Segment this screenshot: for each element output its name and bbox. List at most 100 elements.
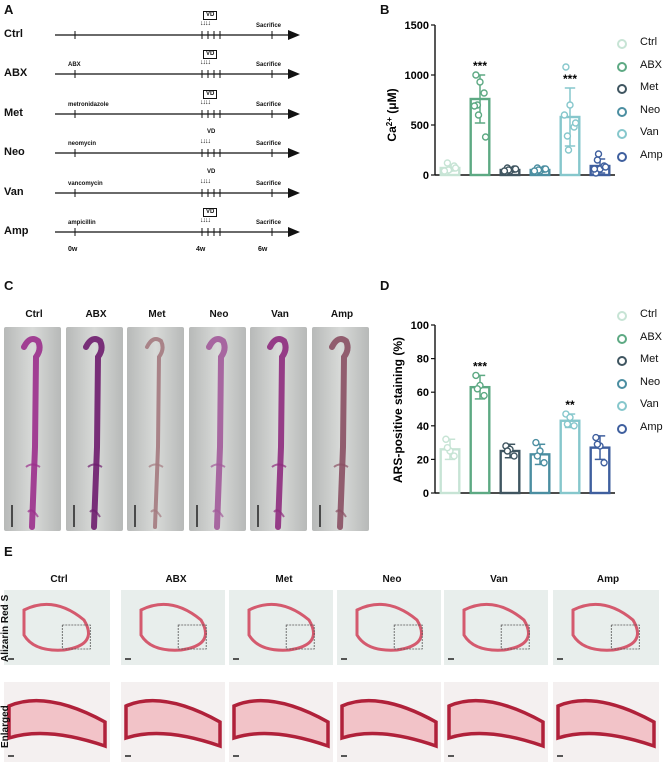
vessel-wall-enlarged [232, 698, 330, 749]
zoom-region [610, 624, 640, 650]
vessel-ring [22, 602, 90, 652]
legend-label: Neo [640, 103, 661, 116]
row-label-alizarin: Alizarin Red S [0, 594, 11, 662]
significance-mark: ** [565, 398, 575, 412]
y-tick-label: 100 [411, 320, 429, 332]
sacrifice-label: Sacrifice [256, 23, 282, 29]
data-point [540, 459, 548, 467]
data-point [566, 101, 574, 109]
data-point [564, 146, 573, 154]
histology-image-lower [337, 682, 441, 762]
aorta-vessel [267, 336, 289, 530]
vd-arrows: ↓↓↓↓ [200, 20, 211, 27]
data-point [470, 102, 479, 110]
vessel-wall-enlarged [340, 698, 438, 749]
vessel-ring [355, 602, 423, 652]
vessel-wall-enlarged [7, 698, 107, 749]
y-tick-label: 500 [411, 120, 429, 132]
vd-arrows: ↓↓↓↓ [200, 217, 211, 224]
y-tick-label: 0 [423, 170, 429, 182]
sacrifice-label: Sacrifice [256, 102, 282, 108]
data-point [560, 111, 569, 119]
histology-column-label: Met [275, 574, 293, 585]
data-point [563, 132, 572, 140]
histology-image-upper [121, 590, 225, 665]
legend-marker [617, 61, 627, 72]
histology-column-label: Ctrl [50, 574, 68, 585]
aorta-photo [312, 327, 369, 531]
vd-label: VD [203, 11, 218, 20]
tissue-section [448, 602, 530, 660]
tissue-section [8, 602, 91, 660]
timeline-arrowhead [288, 227, 300, 237]
photo-label: ABX [85, 309, 107, 320]
data-point [442, 435, 450, 443]
histology-column-label: ABX [165, 574, 187, 585]
sacrifice-label: Sacrifice [256, 220, 282, 226]
group-label-abx: ABX [4, 67, 28, 79]
legend-marker [617, 333, 627, 344]
legend-marker [617, 84, 627, 94]
data-point [451, 164, 460, 172]
vessel-wall-enlarged [447, 698, 545, 749]
timeline-arrowhead [288, 188, 300, 198]
aorta-branch [333, 463, 349, 518]
data-point [443, 159, 452, 167]
data-point [503, 447, 512, 455]
timepoint-label: 4w [196, 246, 206, 253]
data-point [590, 165, 599, 173]
photo-label: Amp [330, 309, 354, 320]
legend-label: Amp [640, 420, 663, 433]
histology-image-upper [444, 590, 548, 665]
timeline-arrowhead [288, 109, 300, 119]
data-point [510, 452, 518, 460]
significance-mark: *** [473, 359, 487, 373]
aorta-photo [4, 327, 61, 531]
data-point [480, 391, 488, 400]
panel-e-label: E [4, 544, 13, 559]
drug-label: vancomycin [68, 181, 103, 187]
significance-mark: *** [563, 72, 577, 86]
group-label-amp: Amp [4, 225, 29, 237]
drug-label: neomycin [68, 141, 97, 147]
aorta-branch [210, 463, 226, 518]
vd-label: VD [207, 169, 216, 175]
vd-arrows: ↓↓↓↓ [200, 178, 211, 185]
aorta-drawing [319, 336, 351, 530]
data-point [511, 165, 520, 173]
histology-image-lower [4, 682, 110, 762]
vd-label: VD [207, 129, 216, 135]
tissue-section [125, 602, 207, 660]
vd-arrows: ↓↓↓↓ [200, 138, 211, 145]
legend-label: Van [640, 398, 659, 410]
y-tick-label: 60 [417, 387, 429, 399]
timeline-arrows [55, 30, 300, 237]
histology-column-label: Neo [382, 574, 402, 585]
legend-marker [617, 39, 627, 49]
aorta-branch [148, 463, 164, 518]
timepoint-label: 6w [258, 246, 268, 253]
vessel-ring [139, 602, 207, 652]
histology-image-lower [444, 682, 548, 762]
legend-marker [617, 106, 627, 117]
legend-label: Ctrl [640, 36, 658, 48]
legend-marker [617, 378, 627, 389]
aorta-drawing [134, 337, 165, 529]
sacrifice-label: Sacrifice [256, 62, 282, 68]
aorta-vessel [145, 337, 165, 529]
histology-image-lower [229, 682, 333, 762]
significance-mark: *** [473, 59, 487, 73]
data-point [570, 422, 578, 430]
data-point [473, 385, 482, 393]
bar-van [559, 419, 581, 495]
aorta-photo [189, 327, 246, 531]
histology-image-upper [553, 590, 659, 665]
data-point [562, 63, 570, 71]
vd-arrows: ↓↓↓↓ [200, 59, 211, 66]
aorta-drawing [73, 336, 105, 530]
data-point [532, 438, 540, 447]
data-point [566, 413, 574, 422]
group-label-van: Van [4, 186, 24, 198]
histology-image-upper [229, 590, 333, 665]
